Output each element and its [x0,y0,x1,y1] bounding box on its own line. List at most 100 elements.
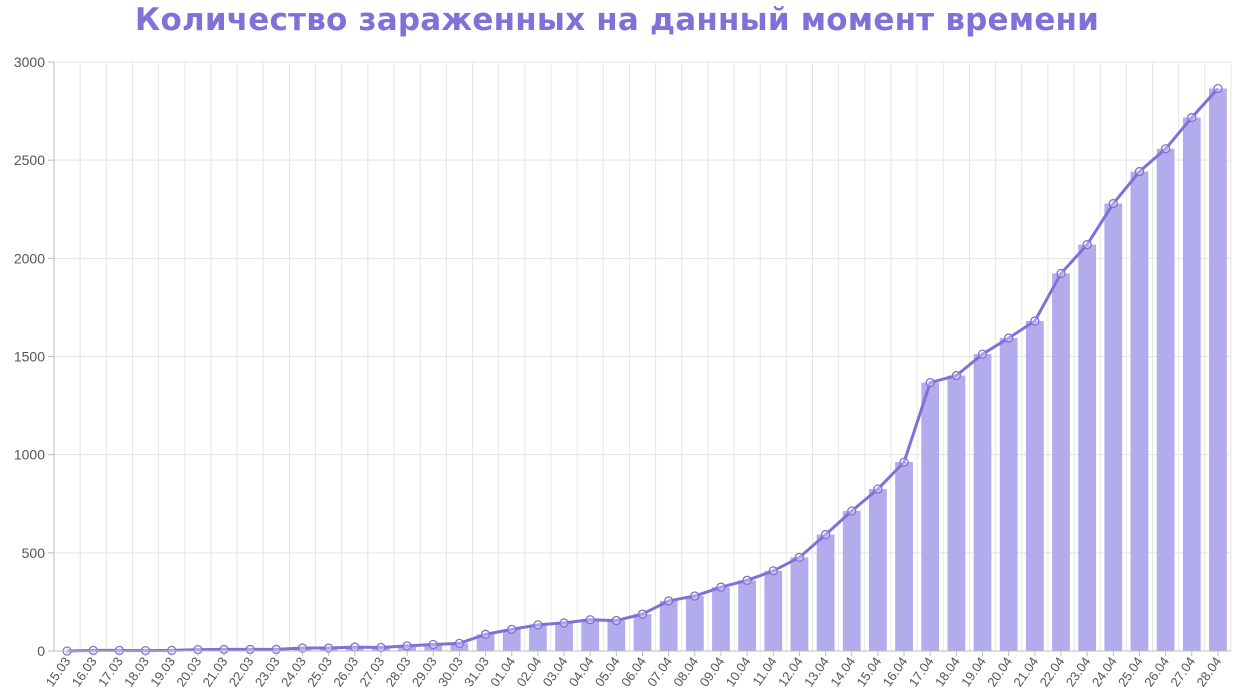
x-tick-label: 09.04 [696,654,727,689]
x-tick-label: 26.04 [1141,654,1172,689]
x-tick-label: 14.04 [827,654,858,689]
x-tick-label: 11.04 [749,654,779,688]
y-tick-label: 2500 [14,152,45,168]
bar-24.04 [1104,203,1123,651]
point-03.04 [559,618,569,628]
y-tick-label: 1000 [14,447,45,463]
x-tick-label: 27.03 [356,654,387,689]
x-tick-label: 25.04 [1115,654,1146,689]
bar-10.04 [738,580,757,651]
point-14.04 [847,506,857,516]
bar-18.04 [947,375,966,651]
point-05.04 [611,615,621,626]
point-04.04 [585,615,595,625]
bar-31.03 [476,634,495,651]
series-line [67,87,1220,653]
point-06.04 [637,609,648,619]
x-tick-label: 23.03 [252,654,283,689]
x-tick-label: 13.04 [801,654,832,689]
x-tick-label: 21.03 [200,654,231,689]
x-tick-label: 20.04 [984,654,1015,689]
bar-28.04 [1209,88,1227,651]
bar-13.04 [816,534,835,651]
point-11.04 [768,566,778,576]
bar-27.04 [1182,117,1201,652]
point-07.04 [664,596,674,606]
x-tick-label: 07.04 [644,654,675,689]
x-tick-label: 18.04 [932,654,963,689]
point-12.04 [794,552,805,562]
x-tick-label: 22.04 [1036,654,1067,689]
bar-14.04 [842,511,861,651]
point-13.04 [820,529,831,540]
y-tick-label: 1500 [14,349,45,365]
bar-12.04 [790,557,809,651]
point-29.03 [428,639,438,650]
point-26.03 [350,642,360,652]
bar-27.03 [372,647,390,651]
bar-02.04 [528,624,547,651]
point-28.04 [1213,83,1223,94]
point-28.03 [402,641,412,651]
x-tick-label: 24.03 [278,654,309,689]
x-tick-label: 06.04 [618,654,649,689]
bar-11.04 [764,570,783,651]
chart-title: Количество зараженных на данный момент в… [134,2,1100,38]
point-09.04 [716,582,726,592]
bar-17.04 [921,382,940,651]
point-15.04 [873,484,883,494]
bar-26.03 [345,647,364,651]
point-02.04 [533,620,543,630]
y-axis-ticks: 0 500 1000 1500 2000 2500 3000 [14,54,54,659]
point-21.04 [1030,316,1040,326]
x-tick-label: 22.03 [226,654,257,689]
bar-20.04 [999,338,1018,651]
bar-15.04 [869,489,887,651]
x-tick-label: 17.04 [906,654,937,689]
point-19.04 [977,349,988,359]
x-tick-label: 17.03 [95,654,126,689]
bar-26.04 [1156,148,1175,651]
bar-23.04 [1078,244,1097,651]
x-tick-label: 16.04 [880,654,911,689]
x-tick-label: 30.03 [435,654,466,689]
bar-08.04 [685,596,704,651]
x-tick-label: 24.04 [1089,654,1120,689]
point-25.04 [1134,166,1145,177]
grid-lines [53,61,1232,652]
point-26.04 [1160,144,1171,154]
x-tick-label: 04.04 [566,654,597,689]
bar-22.04 [1052,273,1070,651]
y-tick-label: 2000 [14,250,45,266]
x-tick-label: 16.03 [69,654,100,689]
point-18.04 [951,370,962,381]
bar-09.04 [712,587,730,651]
x-tick-label: 26.03 [330,654,361,689]
point-17.04 [925,377,935,388]
point-16.04 [899,457,909,467]
x-tick-label: 25.03 [304,654,335,689]
y-tick-label: 3000 [14,54,45,70]
x-tick-label: 28.03 [383,654,414,689]
bar-16.04 [895,462,913,651]
point-27.04 [1187,112,1197,123]
bar-06.04 [633,614,652,651]
x-tick-label: 01.04 [487,654,518,689]
x-tick-label: 27.04 [1167,654,1198,689]
bar-01.04 [502,629,521,651]
point-31.03 [480,629,491,639]
x-tick-label: 15.04 [853,654,884,689]
point-22.04 [1056,268,1066,279]
point-23.04 [1082,239,1092,250]
x-tick-label: 31.03 [461,654,492,689]
x-tick-label: 18.03 [121,654,152,689]
bar-21.04 [1025,320,1044,651]
point-01.04 [507,624,517,635]
x-tick-label: 15.03 [43,654,74,689]
point-27.03 [376,642,386,653]
bar-29.03 [424,644,443,651]
x-tick-label: 12.04 [775,654,806,689]
x-tick-label: 29.03 [409,654,440,689]
x-tick-label: 08.04 [670,654,701,689]
